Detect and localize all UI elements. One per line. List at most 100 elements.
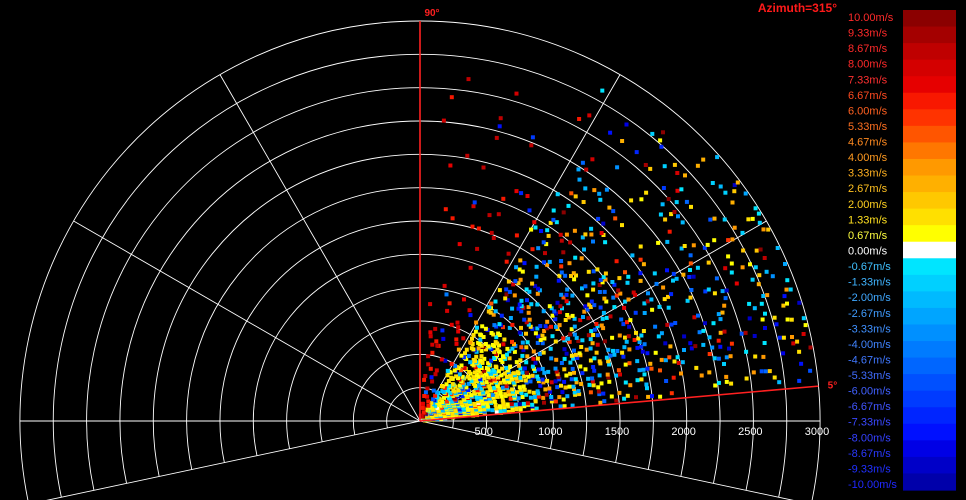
- velocity-cell: [515, 390, 520, 395]
- velocity-cell: [625, 280, 630, 285]
- velocity-cell: [642, 342, 647, 347]
- velocity-cell: [535, 389, 540, 394]
- velocity-cell: [581, 315, 585, 319]
- velocity-cell: [592, 368, 597, 373]
- velocity-cell: [775, 246, 780, 250]
- velocity-cell: [688, 253, 693, 258]
- velocity-cell: [519, 298, 524, 303]
- velocity-cell: [691, 243, 696, 248]
- velocity-cell: [554, 357, 559, 362]
- velocity-cell: [614, 293, 619, 298]
- velocity-cell: [485, 403, 490, 408]
- velocity-cell: [525, 401, 530, 406]
- velocity-cell: [514, 375, 519, 380]
- velocity-cell: [750, 216, 755, 221]
- velocity-cell: [511, 371, 516, 376]
- velocity-cell: [549, 395, 554, 399]
- velocity-cell: [523, 378, 528, 383]
- velocity-cell: [440, 400, 445, 404]
- velocity-cell: [666, 197, 671, 201]
- velocity-cell: [522, 317, 527, 322]
- velocity-cell: [615, 349, 620, 353]
- velocity-cell: [682, 334, 687, 339]
- velocity-cell: [615, 165, 620, 170]
- velocity-cell: [580, 235, 585, 240]
- velocity-cell: [434, 339, 439, 344]
- velocity-cell: [454, 413, 459, 418]
- velocity-cell: [471, 333, 476, 337]
- velocity-cell: [739, 331, 744, 336]
- velocity-cell: [558, 232, 563, 237]
- radial-line-0: [419, 420, 794, 500]
- velocity-cell: [797, 349, 802, 354]
- velocity-cell: [697, 330, 702, 335]
- velocity-cell: [484, 380, 489, 385]
- velocity-cell: [535, 356, 540, 361]
- velocity-cell: [476, 346, 481, 351]
- velocity-cell: [494, 409, 499, 414]
- velocity-cell: [489, 230, 494, 235]
- velocity-cell: [557, 310, 562, 315]
- velocity-cell: [494, 135, 499, 140]
- velocity-cell: [545, 326, 550, 331]
- velocity-cell: [542, 370, 547, 375]
- range-tick-label-1: 1000: [538, 426, 562, 438]
- velocity-cell: [474, 407, 479, 412]
- velocity-cell: [580, 338, 585, 343]
- velocity-cell: [533, 331, 538, 336]
- velocity-cell: [624, 339, 629, 344]
- velocity-cell: [465, 153, 470, 158]
- velocity-cell: [565, 313, 570, 317]
- velocity-cell: [564, 299, 569, 304]
- velocity-cell: [559, 238, 564, 243]
- velocity-cell: [531, 349, 536, 354]
- velocity-cell: [675, 171, 680, 175]
- velocity-cell: [661, 130, 665, 135]
- velocity-cell: [623, 335, 627, 340]
- colorbar-label: 1.33m/s: [848, 214, 888, 226]
- velocity-cell: [551, 208, 556, 213]
- velocity-cell: [495, 393, 500, 398]
- velocity-cell: [550, 334, 555, 339]
- colorbar-label: -2.00m/s: [848, 292, 891, 304]
- velocity-cell: [426, 403, 431, 408]
- colorbar-swatch: [903, 125, 956, 144]
- velocity-cell: [784, 287, 789, 292]
- velocity-cell: [519, 191, 524, 196]
- colorbar-swatch: [903, 258, 956, 276]
- radial-line-8: [46, 420, 421, 500]
- velocity-cell: [514, 265, 519, 270]
- velocity-cell: [512, 349, 517, 354]
- velocity-cell: [496, 331, 501, 336]
- colorbar-label: 4.67m/s: [848, 137, 888, 149]
- velocity-cell: [602, 339, 607, 344]
- velocity-cell: [753, 354, 758, 359]
- velocity-cell: [572, 316, 577, 321]
- velocity-cell: [473, 370, 477, 375]
- velocity-cell: [522, 261, 527, 266]
- velocity-cell: [587, 382, 592, 387]
- velocity-cell: [602, 289, 607, 294]
- velocity-cell: [627, 324, 632, 329]
- velocity-cell: [499, 373, 504, 378]
- velocity-cell: [556, 278, 561, 283]
- velocity-cell: [716, 380, 721, 385]
- velocity-cell: [554, 324, 558, 329]
- velocity-cell: [487, 396, 492, 401]
- velocity-cell: [650, 307, 655, 312]
- velocity-cell: [444, 382, 449, 387]
- velocity-cell: [743, 191, 748, 196]
- velocity-cell: [530, 281, 535, 286]
- colorbar-swatch: [903, 407, 956, 425]
- velocity-cell: [774, 322, 779, 327]
- velocity-cell: [710, 181, 715, 185]
- velocity-cell: [781, 335, 786, 340]
- velocity-cell: [569, 353, 574, 358]
- velocity-cell: [484, 366, 489, 370]
- velocity-cell: [441, 118, 446, 123]
- velocity-cell: [710, 345, 715, 350]
- velocity-cell: [547, 259, 552, 264]
- velocity-cell: [730, 200, 735, 205]
- velocity-cell: [430, 350, 435, 355]
- velocity-cell: [735, 180, 740, 185]
